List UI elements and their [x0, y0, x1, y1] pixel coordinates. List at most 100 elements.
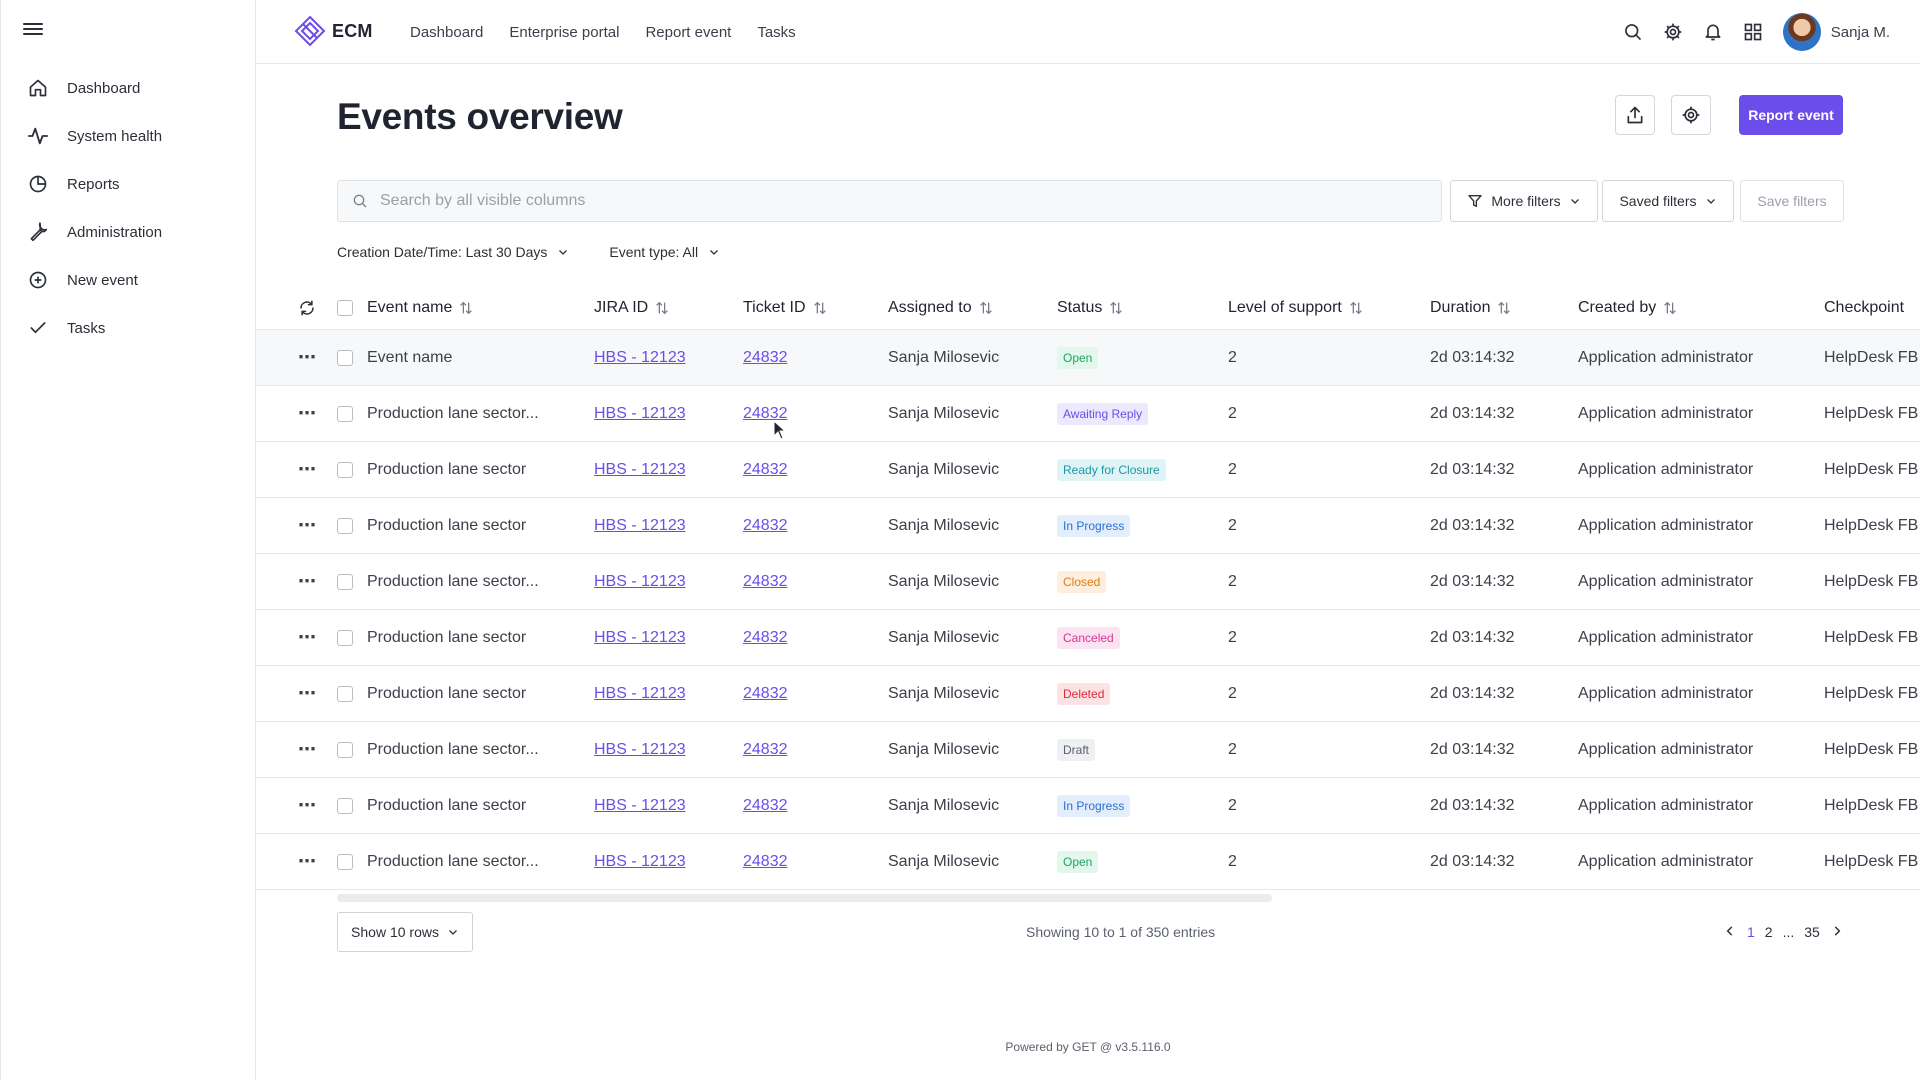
- column-header-level-of-support[interactable]: Level of support: [1228, 286, 1364, 329]
- refresh-icon[interactable]: [298, 286, 316, 329]
- table-row[interactable]: ⋯ Production lane sector... HBS - 12123 248…: [256, 386, 1920, 442]
- row-checkbox[interactable]: [337, 498, 353, 553]
- jira-id-link[interactable]: HBS - 12123: [594, 684, 686, 702]
- sort-icon[interactable]: [654, 300, 670, 316]
- row-checkbox[interactable]: [337, 330, 353, 385]
- row-checkbox[interactable]: [337, 666, 353, 721]
- sidebar-item-new-event[interactable]: New event: [1, 256, 255, 304]
- table-row[interactable]: ⋯ Production lane sector HBS - 12123 24832 S…: [256, 666, 1920, 722]
- ticket-id-link[interactable]: 24832: [743, 460, 788, 478]
- event-type-dropdown[interactable]: Event type: All: [609, 244, 720, 260]
- sidebar-item-tasks[interactable]: Tasks: [1, 304, 255, 352]
- table-row[interactable]: ⋯ Production lane sector HBS - 12123 24832 S…: [256, 778, 1920, 834]
- row-checkbox[interactable]: [337, 554, 353, 609]
- search-icon[interactable]: [1621, 20, 1645, 44]
- page-1[interactable]: 1: [1747, 924, 1755, 940]
- horizontal-scrollbar[interactable]: [337, 894, 1272, 902]
- ticket-id-link[interactable]: 24832: [743, 852, 788, 870]
- row-checkbox[interactable]: [337, 722, 353, 777]
- sort-icon[interactable]: [812, 300, 828, 316]
- column-header-event-name[interactable]: Event name: [367, 286, 474, 329]
- bell-icon[interactable]: [1701, 20, 1725, 44]
- ticket-id-link[interactable]: 24832: [743, 740, 788, 758]
- row-actions-icon[interactable]: ⋯: [298, 571, 317, 591]
- row-actions-icon[interactable]: ⋯: [298, 795, 317, 815]
- ticket-id-link[interactable]: 24832: [743, 796, 788, 814]
- ticket-id-link[interactable]: 24832: [743, 348, 788, 366]
- sidebar-item-system-health[interactable]: System health: [1, 112, 255, 160]
- sort-icon[interactable]: [1662, 300, 1678, 316]
- column-header-duration[interactable]: Duration: [1430, 286, 1512, 329]
- apps-grid-icon[interactable]: [1741, 20, 1765, 44]
- ticket-id-link[interactable]: 24832: [743, 404, 788, 422]
- column-header-ticket-id[interactable]: Ticket ID: [743, 286, 828, 329]
- select-all-checkbox[interactable]: [337, 286, 353, 329]
- row-actions-icon[interactable]: ⋯: [298, 459, 317, 479]
- table-settings-button[interactable]: [1671, 95, 1711, 135]
- date-filter-dropdown[interactable]: Creation Date/Time: Last 30 Days: [337, 244, 569, 260]
- more-filters-button[interactable]: More filters: [1450, 180, 1598, 222]
- ticket-id-link[interactable]: 24832: [743, 572, 788, 590]
- table-row[interactable]: ⋯ Production lane sector... HBS - 12123 248…: [256, 554, 1920, 610]
- topnav-tasks[interactable]: Tasks: [757, 23, 796, 41]
- app-logo[interactable]: ECM: [294, 15, 373, 47]
- jira-id-link[interactable]: HBS - 12123: [594, 348, 686, 366]
- ticket-id-link[interactable]: 24832: [743, 516, 788, 534]
- sidebar-item-administration[interactable]: Administration: [1, 208, 255, 256]
- sort-icon[interactable]: [978, 300, 994, 316]
- sort-icon[interactable]: [1496, 300, 1512, 316]
- sidebar-item-reports[interactable]: Reports: [1, 160, 255, 208]
- rows-per-page-dropdown[interactable]: Show 10 rows: [337, 912, 473, 952]
- table-row[interactable]: ⋯ Production lane sector HBS - 12123 24832 S…: [256, 610, 1920, 666]
- row-checkbox[interactable]: [337, 386, 353, 441]
- table-row[interactable]: ⋯ Production lane sector... HBS - 12123 248…: [256, 834, 1920, 890]
- prev-page-icon[interactable]: [1723, 924, 1737, 941]
- row-checkbox[interactable]: [337, 834, 353, 889]
- table-row[interactable]: ⋯ Production lane sector HBS - 12123 24832 S…: [256, 498, 1920, 554]
- jira-id-link[interactable]: HBS - 12123: [594, 796, 686, 814]
- jira-id-link[interactable]: HBS - 12123: [594, 852, 686, 870]
- user-name[interactable]: Sanja M.: [1830, 23, 1890, 41]
- column-header-jira-id[interactable]: JIRA ID: [594, 286, 670, 329]
- column-header-assigned-to[interactable]: Assigned to: [888, 286, 994, 329]
- row-checkbox[interactable]: [337, 778, 353, 833]
- column-header-status[interactable]: Status: [1057, 286, 1124, 329]
- table-row[interactable]: ⋯ Production lane sector HBS - 12123 24832 S…: [256, 442, 1920, 498]
- table-row[interactable]: ⋯ Event name HBS - 12123 24832 Sanja Milosev…: [256, 330, 1920, 386]
- row-checkbox[interactable]: [337, 442, 353, 497]
- table-row[interactable]: ⋯ Production lane sector... HBS - 12123 248…: [256, 722, 1920, 778]
- row-actions-icon[interactable]: ⋯: [298, 347, 317, 367]
- topnav-report-event[interactable]: Report event: [645, 23, 732, 41]
- gear-icon[interactable]: [1661, 20, 1685, 44]
- saved-filters-dropdown[interactable]: Saved filters: [1602, 180, 1734, 222]
- avatar[interactable]: [1782, 13, 1821, 51]
- ticket-id-link[interactable]: 24832: [743, 684, 788, 702]
- row-actions-icon[interactable]: ⋯: [298, 851, 317, 871]
- jira-id-link[interactable]: HBS - 12123: [594, 628, 686, 646]
- jira-id-link[interactable]: HBS - 12123: [594, 460, 686, 478]
- jira-id-link[interactable]: HBS - 12123: [594, 404, 686, 422]
- row-actions-icon[interactable]: ⋯: [298, 683, 317, 703]
- report-event-button[interactable]: Report event: [1739, 95, 1843, 135]
- save-filters-button[interactable]: Save filters: [1740, 180, 1844, 222]
- topnav-enterprise-portal[interactable]: Enterprise portal: [509, 23, 620, 41]
- hamburger-menu-icon[interactable]: [23, 20, 43, 40]
- row-checkbox[interactable]: [337, 610, 353, 665]
- search-input[interactable]: [380, 192, 1380, 210]
- page-35[interactable]: 35: [1804, 924, 1820, 940]
- row-actions-icon[interactable]: ⋯: [298, 515, 317, 535]
- row-actions-icon[interactable]: ⋯: [298, 627, 317, 647]
- jira-id-link[interactable]: HBS - 12123: [594, 740, 686, 758]
- column-header-checkpoint[interactable]: Checkpoint: [1824, 286, 1904, 329]
- row-actions-icon[interactable]: ⋯: [298, 403, 317, 423]
- column-header-created-by[interactable]: Created by: [1578, 286, 1678, 329]
- sort-icon[interactable]: [1108, 300, 1124, 316]
- next-page-icon[interactable]: [1830, 924, 1844, 941]
- sort-icon[interactable]: [458, 300, 474, 316]
- row-actions-icon[interactable]: ⋯: [298, 739, 317, 759]
- topnav-dashboard[interactable]: Dashboard: [410, 23, 484, 41]
- page-2[interactable]: 2: [1764, 924, 1773, 940]
- jira-id-link[interactable]: HBS - 12123: [594, 516, 686, 534]
- export-button[interactable]: [1615, 95, 1655, 135]
- sort-icon[interactable]: [1348, 300, 1364, 316]
